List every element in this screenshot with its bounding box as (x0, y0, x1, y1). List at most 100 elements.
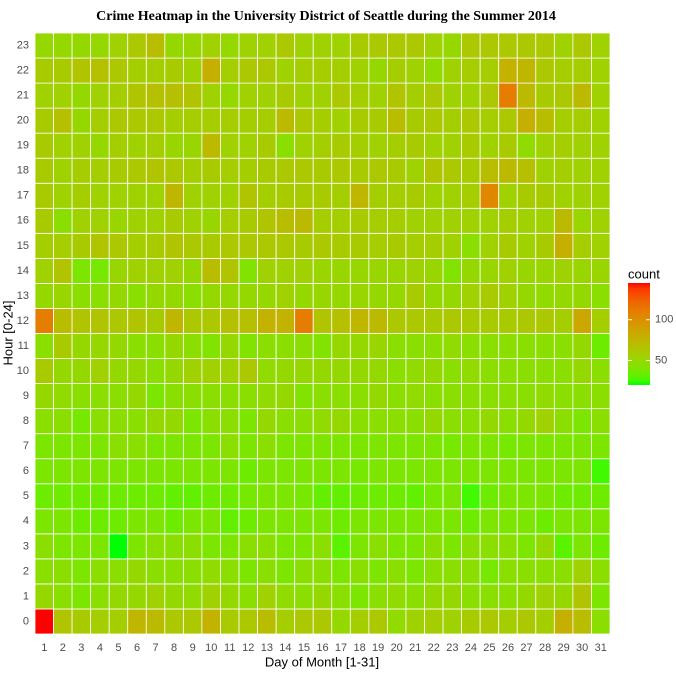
heat-cell (34, 232, 54, 259)
heat-cell (294, 383, 314, 410)
heat-cell (34, 333, 54, 359)
legend-tick-label: 100 (655, 314, 673, 326)
heat-cell (182, 283, 203, 309)
heat-cell (127, 333, 147, 359)
heat-cell (312, 283, 333, 309)
heat-cell (516, 433, 537, 460)
heat-cell (461, 257, 481, 284)
heat-cell (71, 157, 92, 184)
x-tick-label: 3 (78, 642, 84, 654)
heat-cell (553, 583, 574, 610)
heat-cell (498, 182, 518, 209)
heat-cell (34, 408, 54, 435)
heat-cell (405, 483, 425, 510)
heat-cell (90, 508, 110, 535)
heat-cell (405, 333, 425, 359)
heat-cell (535, 32, 555, 59)
legend-tick-label: 50 (655, 354, 667, 366)
heat-cell (405, 433, 425, 460)
heat-cell (275, 458, 296, 485)
heat-cell (53, 383, 73, 410)
heat-cell (331, 182, 351, 209)
heat-cell (294, 608, 314, 635)
heat-cell (312, 257, 333, 284)
heat-cell (479, 383, 500, 410)
heat-cell (461, 483, 481, 510)
heat-cell (387, 383, 407, 410)
x-tick-label: 15 (298, 642, 310, 654)
heat-cell (275, 558, 296, 585)
x-tick-label: 22 (428, 642, 440, 654)
heat-cell (461, 408, 481, 435)
heat-cell (312, 433, 333, 460)
heat-cell (127, 458, 147, 485)
heat-cell (182, 32, 203, 59)
heat-cell (127, 82, 147, 109)
heat-cell (238, 257, 258, 284)
y-tick-label: 14 (17, 265, 29, 277)
heat-cell (572, 232, 592, 259)
heat-cell (164, 257, 184, 284)
heat-cell (424, 583, 444, 610)
heat-cell (516, 257, 537, 284)
heat-cell (591, 483, 611, 510)
heat-cell (294, 558, 314, 585)
heat-cell (442, 508, 463, 535)
heat-cell (127, 107, 147, 134)
heat-cell (498, 383, 518, 410)
heat-cell (553, 333, 574, 359)
heat-cell (498, 533, 518, 560)
heat-cell (516, 608, 537, 635)
heat-cell (164, 232, 184, 259)
heat-cell (127, 583, 147, 610)
heat-cell (312, 157, 333, 184)
heat-cell (424, 558, 444, 585)
heat-cell (53, 358, 73, 384)
heat-cell (220, 232, 240, 259)
heat-cell (442, 433, 463, 460)
heat-cell (442, 232, 463, 259)
heat-cell (182, 308, 203, 334)
heat-cell (182, 483, 203, 510)
heat-cell (201, 57, 221, 84)
heat-cell (257, 533, 277, 560)
heat-cell (220, 207, 240, 234)
heat-cell (479, 358, 500, 384)
heat-cell (164, 82, 184, 109)
heat-cell (572, 608, 592, 635)
heat-cell (442, 57, 463, 84)
heat-cell (257, 583, 277, 610)
heat-cell (591, 308, 611, 334)
heat-cell (257, 383, 277, 410)
heat-cell (553, 107, 574, 134)
heat-cell (108, 533, 129, 560)
heat-cell (238, 608, 258, 635)
heat-cell (312, 107, 333, 134)
heat-cell (182, 508, 203, 535)
heat-cell (591, 533, 611, 560)
heat-cell (257, 508, 277, 535)
heat-cell (479, 207, 500, 234)
heat-cell (53, 483, 73, 510)
heat-cell (498, 32, 518, 59)
heat-cell (405, 408, 425, 435)
heat-cell (71, 483, 92, 510)
heat-cell (387, 57, 407, 84)
heat-cell (479, 608, 500, 635)
heat-cell (312, 232, 333, 259)
heat-cell (331, 308, 351, 334)
heat-cell (535, 433, 555, 460)
heat-cell (424, 358, 444, 384)
y-tick-label: 9 (23, 390, 29, 402)
heat-cell (90, 32, 110, 59)
heat-cell (331, 558, 351, 585)
heat-cell (294, 107, 314, 134)
heat-cell (387, 408, 407, 435)
heat-cell (220, 533, 240, 560)
heat-cell (238, 207, 258, 234)
heat-cell (127, 533, 147, 560)
heat-cell (312, 207, 333, 234)
heat-cell (294, 32, 314, 59)
heat-cell (53, 257, 73, 284)
